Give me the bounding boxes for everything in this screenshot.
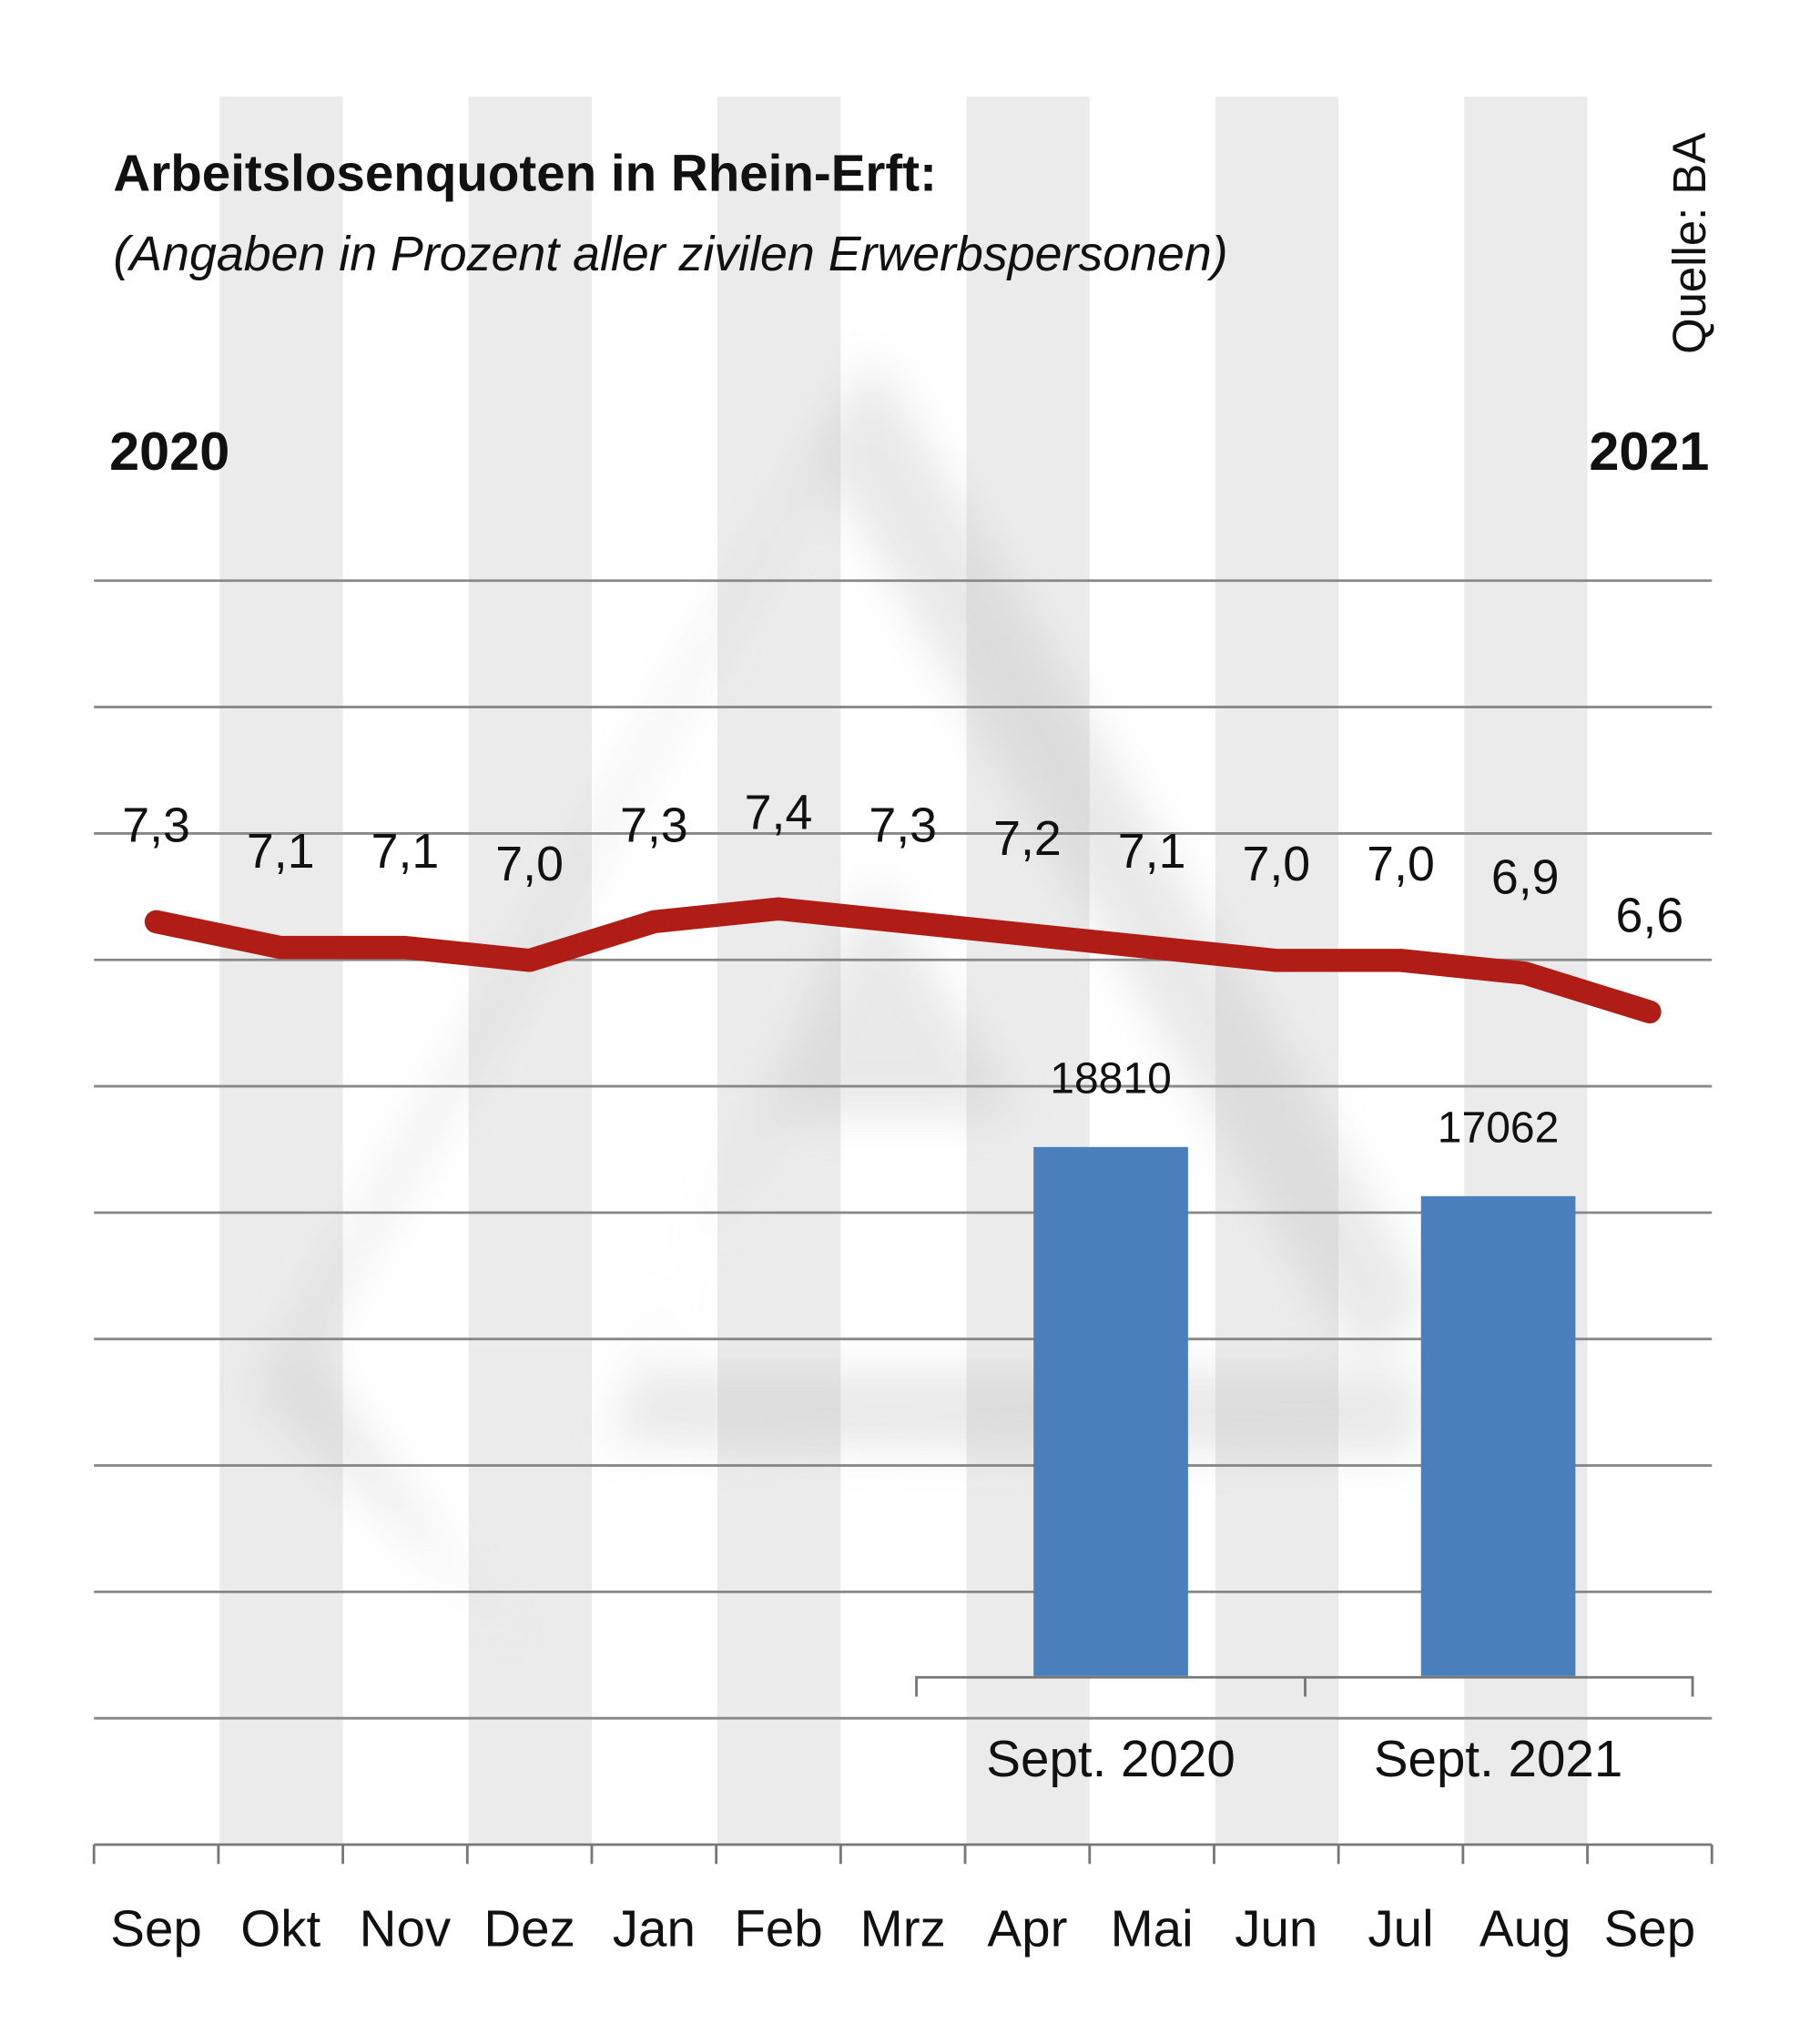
data-label: 7,0	[495, 837, 564, 891]
bar-value-label: 17062	[1438, 1103, 1560, 1152]
data-label: 7,3	[620, 798, 688, 853]
x-tick-label: Sep	[1604, 1900, 1696, 1958]
year-end-label: 2021	[1589, 421, 1709, 482]
line-series	[144, 897, 1662, 1024]
chart-subtitle: (Angaben in Prozent aller zivilen Erwerb…	[113, 227, 1227, 281]
x-tick-label: Jan	[613, 1900, 696, 1958]
bar-bracket	[915, 1675, 1694, 1697]
bar-category-label: Sept. 2021	[1374, 1730, 1622, 1787]
data-label: 7,1	[371, 824, 440, 879]
x-tick-label: Jun	[1235, 1900, 1317, 1958]
x-tick-label: Feb	[734, 1900, 822, 1958]
data-label: 7,3	[869, 798, 937, 853]
data-label: 7,4	[745, 786, 813, 840]
stripe	[717, 97, 841, 1846]
x-tick-label: Jul	[1368, 1900, 1433, 1958]
year-start-label: 2020	[109, 421, 229, 482]
source-label: Quelle: BA	[1663, 133, 1715, 354]
data-label: 7,0	[1367, 837, 1435, 891]
data-label: 7,2	[993, 811, 1062, 866]
x-tick-label: Mrz	[860, 1900, 946, 1958]
data-label: 7,3	[122, 798, 190, 853]
bar	[1420, 1195, 1576, 1676]
data-label: 7,0	[1242, 837, 1310, 891]
data-label: 7,1	[1118, 824, 1186, 879]
bar	[1033, 1146, 1188, 1676]
x-tick-label: Mai	[1111, 1900, 1194, 1958]
chart-title: Arbeitslosenquoten in Rhein-Erft:	[113, 144, 937, 201]
data-label: 6,6	[1616, 889, 1684, 943]
x-tick-label: Sep	[110, 1900, 202, 1958]
data-label: 7,1	[247, 824, 315, 879]
data-labels: 7,3 7,1 7,1 7,0 7,3 7,4 7,3 7,2 7,1 7,0 7,0 6,9 6,6	[122, 786, 1683, 943]
stripe	[219, 97, 343, 1846]
x-tick-label: Aug	[1479, 1900, 1571, 1958]
x-tick-label: Apr	[987, 1900, 1067, 1958]
x-tick-label: Nov	[360, 1900, 452, 1958]
x-tick-label: Dez	[483, 1900, 575, 1958]
watermark-logo	[257, 353, 1429, 1661]
bar-value-label: 18810	[1050, 1053, 1172, 1103]
bar-category-label: Sept. 2020	[986, 1730, 1235, 1787]
x-axis: Sep Okt Nov Dez Jan Feb Mrz Apr Mai Jun Jul Aug Sep	[92, 1843, 1713, 1958]
x-tick-label: Okt	[240, 1900, 320, 1958]
data-label: 6,9	[1491, 849, 1560, 904]
inset-bars: 18810 Sept. 2020 17062 Sept. 2021	[915, 1053, 1694, 1787]
